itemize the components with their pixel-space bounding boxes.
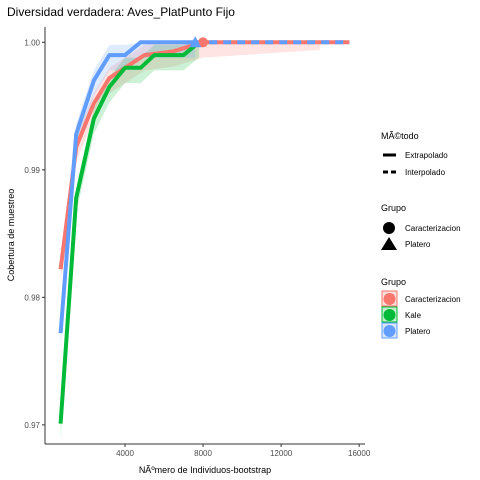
- y-tick-label: 1.00: [24, 38, 40, 47]
- y-tick-label: 0.99: [24, 166, 40, 175]
- x-tick-label: 16000: [348, 449, 371, 458]
- x-axis-title: NÃºmero de Individuos-bootstrap: [139, 465, 271, 475]
- legend-label-interpolado: Interpolado: [405, 168, 446, 177]
- legend-color-dot-kale: [383, 309, 396, 321]
- chart-title: Diversidad verdadera: Aves_PlatPunto Fij…: [7, 5, 235, 19]
- legend-label-shape-platero: Platero: [405, 240, 431, 249]
- legend-method-title: MÃ©todo: [381, 131, 419, 141]
- plot-lines: [58, 40, 350, 424]
- y-axis-ticks: 0.97 0.98 0.99 1.00: [24, 38, 45, 430]
- ref-marker-platero: [189, 36, 202, 48]
- x-tick-label: 4000: [116, 449, 134, 458]
- legend-triangle-marker: [381, 237, 397, 250]
- legend-color-dot-platero: [383, 325, 396, 337]
- legend-color-keys: Caracterizacion Kale Platero: [381, 290, 461, 339]
- legend-label-color-caracterizacion: Caracterizacion: [405, 295, 461, 304]
- line-interpolated-caracterizacion: [58, 40, 204, 270]
- legend-label-shape-caracterizacion: Caracterizacion: [405, 224, 461, 233]
- line-interpolated-platero: [58, 40, 196, 334]
- y-axis-title: Cobertura de muestreo: [6, 189, 16, 282]
- legend-label-color-kale: Kale: [405, 311, 422, 320]
- confidence-ribbons: [60, 42, 321, 439]
- legend-label-extrapolado: Extrapolado: [405, 151, 448, 160]
- legend-circle-marker: [383, 222, 395, 234]
- legend-shape-title: Grupo: [381, 203, 406, 213]
- legend-color-title: Grupo: [381, 277, 406, 287]
- reference-markers: [189, 36, 209, 48]
- y-tick-label: 0.98: [24, 293, 40, 302]
- legend-color-dot-caracterizacion: [383, 293, 396, 305]
- ribbon-kale: [60, 42, 200, 439]
- x-tick-label: 12000: [270, 449, 293, 458]
- x-axis-ticks: 4000 8000 12000 16000: [116, 444, 371, 458]
- legend-label-color-platero: Platero: [405, 327, 431, 336]
- y-tick-label: 0.97: [24, 421, 40, 430]
- ref-marker-caracterizacion: [198, 37, 209, 48]
- legend: MÃ©todo Extrapolado Interpolado Grupo Ca…: [381, 131, 461, 339]
- axes: [44, 27, 365, 445]
- line-interpolated-kale: [58, 40, 201, 424]
- ribbon-platero: [60, 42, 196, 349]
- x-tick-label: 8000: [194, 449, 212, 458]
